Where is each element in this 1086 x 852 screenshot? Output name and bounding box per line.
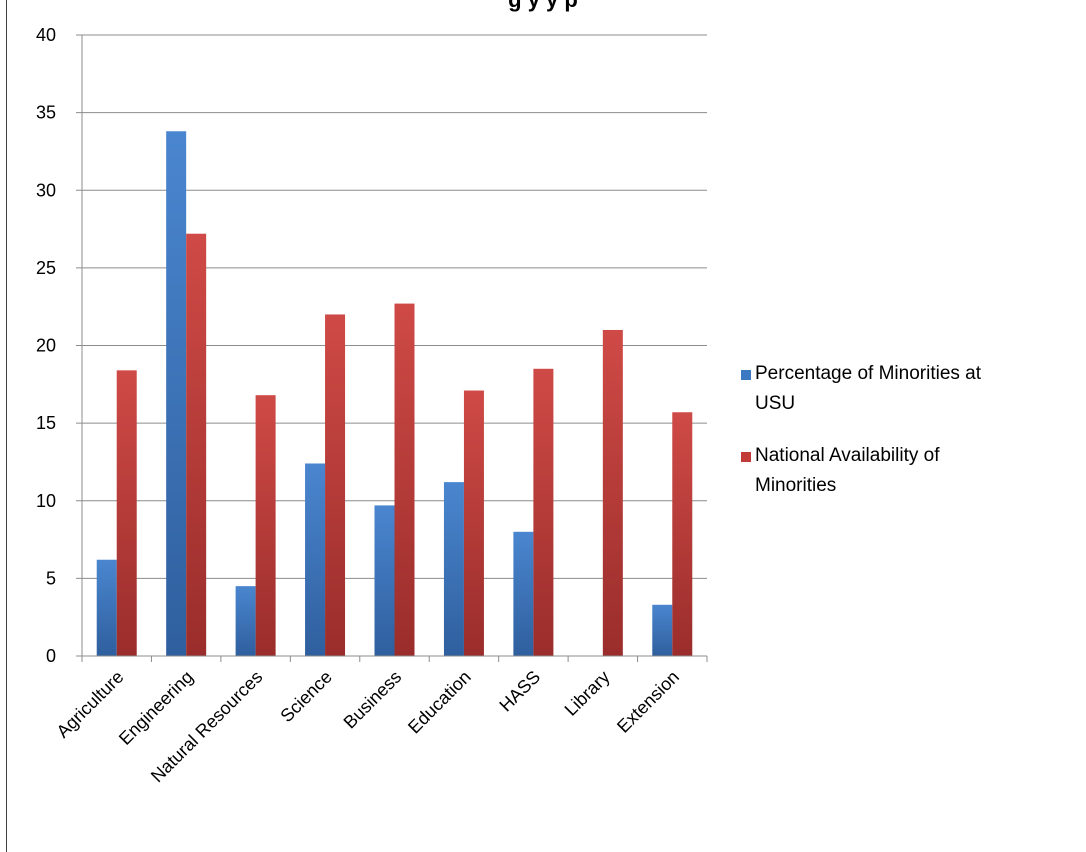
x-tick-label: Science xyxy=(276,667,335,726)
y-tick-label: 25 xyxy=(36,258,56,278)
bar-national-3 xyxy=(325,314,346,656)
x-tick-label: Library xyxy=(561,667,614,720)
bar-usu-3 xyxy=(305,463,326,656)
y-tick-label: 10 xyxy=(36,491,56,511)
y-tick-label: 15 xyxy=(36,413,56,433)
y-tick-label: 35 xyxy=(36,103,56,123)
legend-swatch xyxy=(741,452,751,462)
y-tick-label: 20 xyxy=(36,336,56,356)
bar-usu-4 xyxy=(374,505,395,656)
bar-national-8 xyxy=(672,412,693,656)
x-tick-label: Education xyxy=(404,667,475,738)
bar-usu-6 xyxy=(513,531,534,656)
y-tick-label: 30 xyxy=(36,180,56,200)
legend-label: USU xyxy=(755,393,795,414)
bars xyxy=(96,131,693,656)
bar-usu-0 xyxy=(96,559,117,656)
y-tick-label: 5 xyxy=(46,568,56,588)
bar-national-0 xyxy=(116,370,137,656)
bar-national-5 xyxy=(463,390,484,656)
bar-usu-5 xyxy=(443,482,464,656)
x-tick-label: HASS xyxy=(495,667,544,716)
x-tick-label: Business xyxy=(340,667,406,733)
x-tick-label: Extension xyxy=(613,667,683,737)
bar-national-6 xyxy=(533,368,554,656)
bar-usu-2 xyxy=(235,586,256,656)
legend-swatch xyxy=(741,370,751,380)
legend-label: Minorities xyxy=(755,475,836,496)
bar-national-2 xyxy=(255,395,276,656)
y-tick-label: 0 xyxy=(46,646,56,666)
legend-label: National Availability of xyxy=(755,445,940,466)
bar-usu-8 xyxy=(652,604,673,656)
x-tick-label: Agriculture xyxy=(53,667,128,742)
legend: Percentage of Minorities at USU National A… xyxy=(741,363,982,496)
bar-national-7 xyxy=(602,329,623,656)
legend-label: Percentage of Minorities at xyxy=(755,363,982,384)
chart-title: g y y p xyxy=(0,0,1086,13)
bar-usu-1 xyxy=(166,131,187,656)
bar-national-4 xyxy=(394,303,415,656)
bar-national-1 xyxy=(186,233,207,656)
y-tick-label: 40 xyxy=(36,25,56,45)
chart-frame xyxy=(6,0,1086,852)
